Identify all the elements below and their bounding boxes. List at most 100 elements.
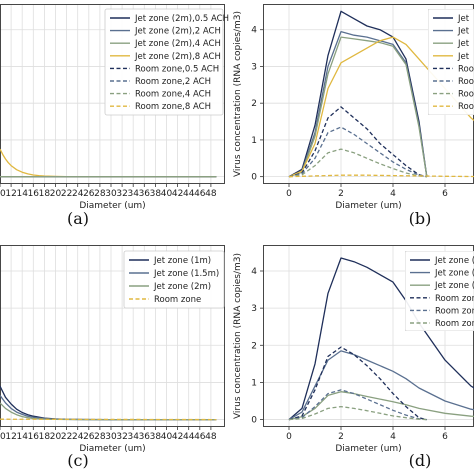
legend-label: Room zone [435, 319, 474, 329]
series-line-5 [288, 405, 427, 421]
x-tick-label: 6 [442, 432, 448, 442]
series-line-0 [0, 385, 217, 421]
x-tick-label: 46 [194, 432, 206, 442]
panel-label: (c) [67, 451, 88, 470]
x-tick-label: 44 [183, 432, 195, 442]
legend-label: Roo [458, 77, 474, 87]
x-tick-label: 32 [116, 432, 127, 442]
legend-box [428, 9, 474, 115]
series-line-3 [288, 346, 427, 421]
legend: Jet zone (2m),0.5 ACH Jet zone (2m),2 ACH… [104, 8, 229, 116]
x-tick-label: 4 [390, 432, 396, 442]
legend-box [104, 8, 224, 116]
series-line-3 [288, 36, 474, 178]
legend-label: Roo [458, 102, 474, 112]
legend-label: Room zone,2 ACH [135, 77, 211, 87]
x-tick-label: 44 [183, 189, 195, 199]
legend-label: Room zone,0.5 ACH [135, 64, 219, 74]
legend-box [123, 250, 225, 309]
x-tick-label: 36 [139, 189, 151, 199]
y-tick-label: 1 [251, 378, 257, 388]
series-group [288, 10, 474, 178]
x-tick-label: 24 [72, 189, 84, 199]
legend: Jet zone (1m) Jet zone (1.5m) Jet zone (2m… [123, 250, 225, 309]
legend-label: Jet [457, 39, 470, 49]
legend-label: Jet zone (2m),4 ACH [134, 39, 221, 49]
series-line-4 [288, 389, 427, 421]
legend: Jet zone (2 Jet zone (2 Jet zone (2 Room zo… [405, 251, 474, 331]
y-tick-label: 3 [251, 304, 257, 314]
y-tick-label: 2 [251, 341, 257, 351]
x-tick-label: 38 [150, 189, 162, 199]
series-group [288, 257, 474, 421]
legend-label: Jet zone (2 [434, 269, 474, 279]
x-tick-label: 0 [286, 189, 292, 199]
x-tick-label: 4 [390, 189, 396, 199]
legend-label: Room zone [154, 295, 201, 305]
legend-label: Jet zone (2m),2 ACH [134, 27, 221, 37]
x-tick-label: 14 [16, 189, 28, 199]
y-tick-label: 2 [251, 99, 257, 109]
x-tick-label: 30 [105, 432, 117, 442]
x-tick-label: 30 [105, 189, 117, 199]
series-line-6 [288, 148, 427, 178]
y-tick-label: 4 [251, 267, 257, 277]
x-tick-label: 10 [0, 189, 6, 199]
legend-label: Jet zone (2 [434, 256, 474, 266]
x-axis-label: Diameter (um) [335, 201, 401, 211]
series-line-5 [288, 126, 427, 178]
gridlines [263, 245, 474, 427]
legend-label: Roo [458, 90, 474, 100]
panel-label: (a) [67, 209, 89, 228]
x-tick-label: 18 [39, 432, 51, 442]
x-tick-label: 28 [94, 189, 106, 199]
x-tick-label: 40 [161, 189, 173, 199]
x-tick-label: 42 [172, 432, 183, 442]
x-tick-label: 48 [205, 189, 217, 199]
x-tick-label: 34 [127, 189, 139, 199]
x-tick-label: 24 [72, 432, 84, 442]
x-tick-label: 26 [83, 432, 95, 442]
x-tick-label: 12 [5, 432, 16, 442]
x-tick-label: 34 [127, 432, 139, 442]
x-tick-label: 20 [50, 189, 62, 199]
x-tick-label: 6 [442, 189, 448, 199]
y-axis-label: Virus concentration (RNA copies/m3) [233, 11, 243, 177]
x-tick-label: 20 [50, 432, 62, 442]
panel-b: 0 2 4 6 0 1 2 3 4 Diameter (um) Virus concentratio… [233, 4, 474, 228]
y-axis-label: Virus concentration (RNA copies/m3) [233, 253, 243, 419]
legend-label: Jet [457, 52, 470, 62]
x-tick-label: 22 [61, 432, 72, 442]
x-axis-label: Diameter (um) [79, 201, 145, 211]
legend-label: Jet [457, 27, 470, 37]
x-tick-label: 22 [61, 189, 72, 199]
x-tick-label: 42 [172, 189, 183, 199]
x-tick-label: 12 [5, 189, 16, 199]
x-tick-label: 2 [338, 432, 344, 442]
y-tick-label: 3 [251, 62, 257, 72]
legend: Jet Jet Jet Jet Roo Roo Roo Roo [428, 9, 474, 115]
x-tick-label: 16 [28, 432, 40, 442]
legend-label: Jet zone (2m) [153, 282, 211, 292]
x-tick-label: 36 [139, 432, 151, 442]
x-tick-label: 38 [150, 432, 162, 442]
x-tick-label: 18 [39, 189, 51, 199]
panel-label: (b) [409, 209, 432, 228]
legend-label: Room zone [435, 294, 474, 304]
x-tick-label: 2 [338, 189, 344, 199]
y-tick-label: 4 [251, 26, 257, 36]
x-tick-label: 46 [194, 189, 206, 199]
x-tick-label: 40 [161, 432, 173, 442]
series-line-4 [288, 106, 427, 178]
x-axis-label: Diameter (um) [79, 444, 145, 454]
x-tick-label: 32 [116, 189, 127, 199]
x-tick-label: 14 [16, 432, 28, 442]
y-tick-label: 0 [251, 416, 257, 426]
legend-label: Room zone,8 ACH [135, 102, 211, 112]
axes-frame [0, 4, 225, 184]
x-tick-label: 28 [94, 432, 106, 442]
y-tick-label: 1 [251, 136, 257, 146]
legend-box [405, 251, 474, 331]
x-tick-label: 0 [286, 432, 292, 442]
